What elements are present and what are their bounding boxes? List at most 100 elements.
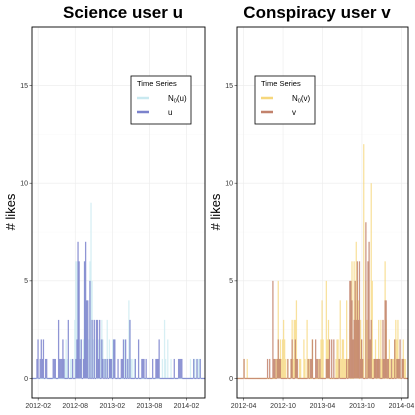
bar-1: [359, 358, 362, 379]
bar-zero-1: [395, 377, 397, 380]
bar-0: [372, 358, 374, 379]
bar-0: [100, 339, 102, 379]
bar-zero-1: [259, 377, 261, 380]
bar-1: [44, 358, 47, 379]
bar-zero-1: [334, 377, 336, 380]
bar-zero-1: [280, 377, 283, 380]
bar-zero-1: [94, 377, 96, 380]
bar-1: [120, 358, 122, 379]
bar-zero-1: [32, 377, 34, 380]
bar-zero-1: [88, 377, 90, 380]
bar-1: [193, 358, 195, 379]
bar-zero-0: [266, 377, 269, 380]
bar-zero-1: [132, 377, 134, 380]
bar-zero-0: [177, 377, 180, 380]
bar-zero-1: [264, 377, 267, 380]
bar-1: [180, 358, 182, 379]
bar-zero-0: [36, 377, 38, 380]
bar-zero-1: [116, 377, 118, 380]
bar-1: [331, 339, 333, 379]
bar-zero-1: [68, 377, 71, 380]
bar-0: [308, 358, 310, 379]
bar-1: [279, 358, 282, 379]
bar-zero-1: [297, 377, 300, 380]
bar-1: [382, 319, 384, 379]
bar-zero-0: [390, 377, 393, 380]
bar-1: [394, 339, 396, 379]
bar-1: [373, 358, 376, 379]
bar-1: [113, 339, 115, 379]
bar-zero-1: [201, 377, 204, 380]
bar-zero-0: [173, 377, 175, 380]
bar-zero-1: [198, 377, 200, 380]
bar-1: [374, 358, 377, 379]
bar-0: [303, 339, 305, 379]
bar-zero-1: [255, 377, 257, 380]
bar-zero-0: [110, 377, 113, 380]
bar-1: [397, 358, 399, 379]
bar-0: [281, 339, 284, 379]
bar-zero-0: [386, 377, 388, 380]
chart-title-science: Science user u: [63, 3, 183, 22]
bar-zero-1: [35, 377, 37, 380]
bar-zero-0: [152, 377, 154, 380]
bar-0: [189, 358, 192, 379]
bar-zero-1: [185, 377, 187, 380]
bar-zero-1: [250, 377, 253, 380]
bar-zero-1: [49, 377, 51, 380]
bar-zero-1: [202, 377, 205, 380]
bar-zero-1: [195, 377, 197, 380]
bar-0: [131, 358, 133, 379]
bar-zero-1: [244, 377, 246, 380]
bar-zero-1: [260, 377, 262, 380]
bar-1: [106, 358, 108, 379]
bar-zero-1: [92, 377, 94, 380]
x-tick-label: 2013-04: [310, 403, 336, 410]
bar-1: [76, 339, 78, 379]
bar-zero-1: [329, 377, 332, 380]
bar-0: [403, 358, 405, 379]
bar-zero-0: [296, 377, 299, 380]
bar-1: [326, 358, 329, 379]
bar-zero-1: [240, 377, 242, 380]
bar-zero-1: [238, 377, 240, 380]
bar-0: [106, 319, 108, 379]
bar-zero-0: [54, 377, 56, 380]
bar-zero-1: [286, 377, 288, 380]
bar-0: [128, 300, 130, 379]
bar-zero-1: [126, 377, 128, 380]
bar-0: [277, 280, 279, 379]
bar-zero-1: [146, 377, 148, 380]
bar-zero-1: [340, 377, 342, 380]
bar-0: [359, 319, 362, 379]
bar-zero-1: [304, 377, 306, 380]
bar-zero-0: [319, 377, 321, 380]
bar-zero-1: [324, 377, 326, 380]
bar-zero-1: [332, 377, 334, 380]
bar-1: [390, 358, 393, 379]
bar-zero-1: [335, 377, 337, 380]
bars-science: [32, 202, 206, 380]
bar-zero-1: [56, 377, 59, 380]
bar-zero-1: [246, 377, 248, 380]
bar-zero-0: [46, 377, 48, 380]
bar-zero-1: [285, 377, 287, 380]
bar-zero-1: [289, 377, 291, 380]
bar-0: [366, 319, 368, 379]
bar-1: [362, 358, 364, 379]
bar-0: [65, 339, 67, 379]
bar-1: [53, 358, 55, 379]
bar-zero-1: [189, 377, 192, 380]
bar-zero-1: [313, 377, 316, 380]
bar-zero-1: [341, 377, 344, 380]
bar-zero-1: [237, 377, 239, 380]
bar-zero-0: [120, 377, 122, 380]
bar-zero-1: [192, 377, 194, 380]
bar-zero-1: [248, 377, 251, 380]
bar-zero-1: [321, 377, 323, 380]
bar-1: [84, 241, 87, 379]
bar-zero-1: [249, 377, 252, 380]
bar-zero-1: [239, 377, 241, 380]
bar-1: [273, 358, 275, 379]
bar-zero-1: [172, 377, 174, 380]
